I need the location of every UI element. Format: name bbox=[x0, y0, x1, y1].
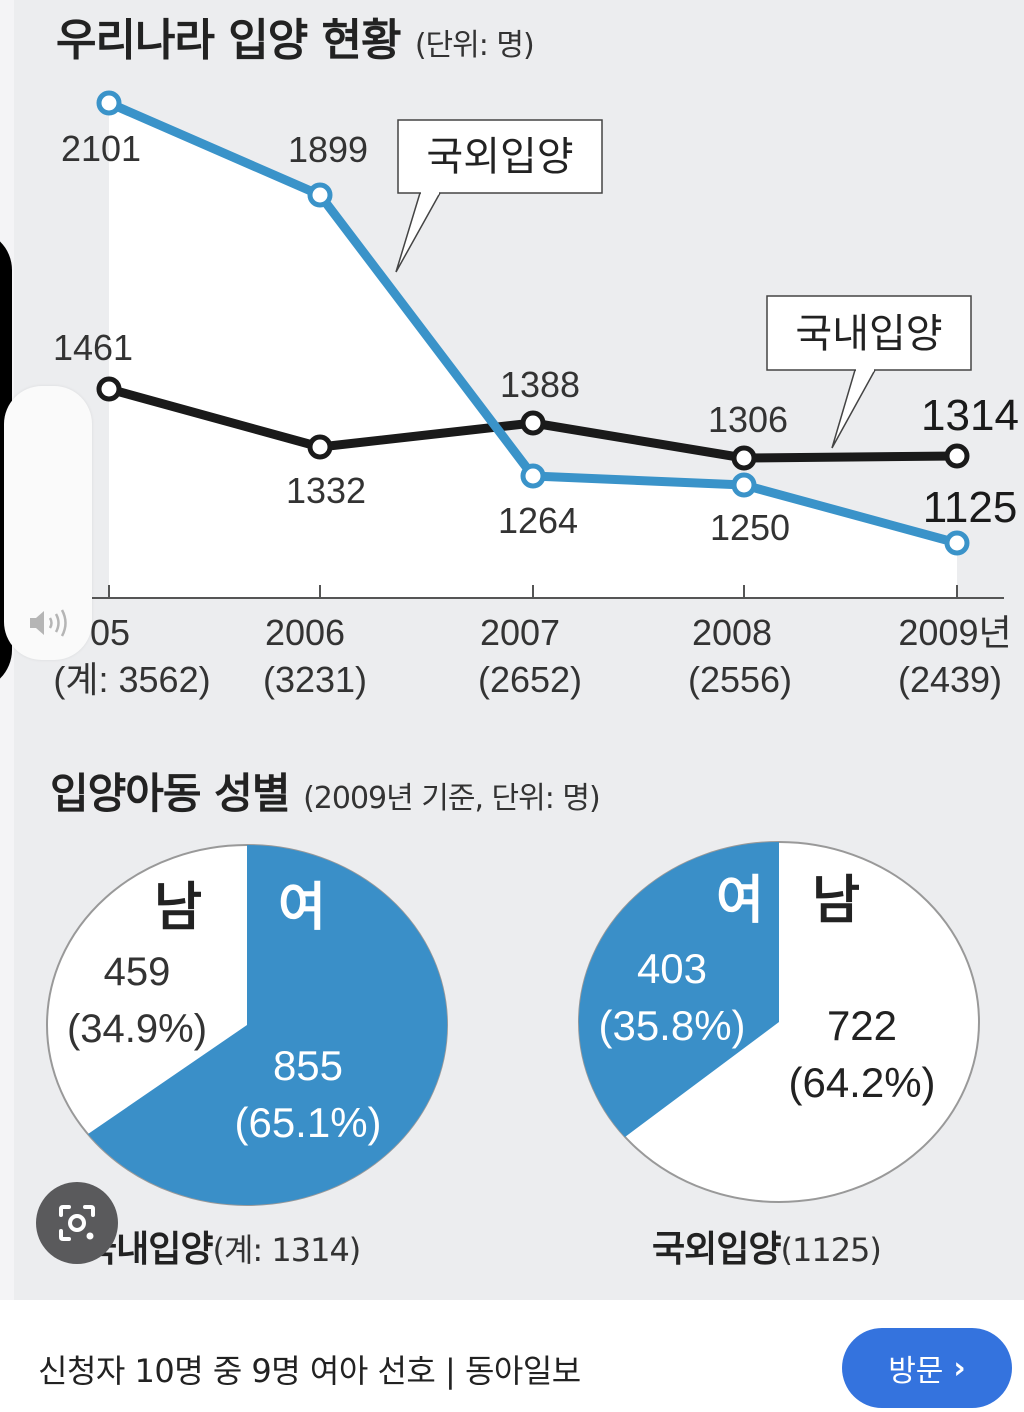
svg-text:(2556): (2556) bbox=[688, 659, 792, 700]
svg-text:1332: 1332 bbox=[286, 470, 366, 511]
chevron-right-icon: › bbox=[953, 1350, 966, 1386]
svg-text:여: 여 bbox=[278, 879, 326, 937]
svg-text:2101: 2101 bbox=[61, 128, 141, 169]
visit-button[interactable]: 방문 › bbox=[842, 1328, 1012, 1408]
svg-text:국내입양: 국내입양 bbox=[795, 312, 942, 356]
pie-overseas: 여 403 (35.8%) 남 722 (64.2%) bbox=[578, 841, 980, 1203]
svg-text:2007: 2007 bbox=[480, 612, 560, 653]
source-title-link[interactable]: 신청자 10명 중 9명 여아 선호 | 동아일보 bbox=[38, 1352, 581, 1390]
svg-text:1264: 1264 bbox=[498, 500, 578, 541]
x-axis-totals: (계: 3562) (3231) (2652) (2556) (2439) bbox=[53, 659, 1002, 700]
svg-text:(2652): (2652) bbox=[478, 659, 582, 700]
svg-text:1125: 1125 bbox=[923, 483, 1018, 532]
svg-text:459: 459 bbox=[104, 950, 171, 994]
pie-overseas-female-slice bbox=[578, 841, 779, 1137]
callout-overseas: 국외입양 bbox=[395, 119, 603, 273]
x-axis-labels: 05 2006 2007 2008 2009년 bbox=[90, 612, 1012, 653]
svg-text:05: 05 bbox=[90, 612, 130, 653]
title-text: 우리나라 입양 현황 bbox=[56, 15, 401, 66]
title-unit: (단위: 명) bbox=[414, 28, 535, 63]
svg-text:남: 남 bbox=[812, 872, 860, 930]
line-chart: 국외입양 국내입양 2101 1899 1264 1250 1125 1461 … bbox=[53, 90, 1019, 700]
svg-text:(35.8%): (35.8%) bbox=[598, 1002, 745, 1049]
callout-domestic: 국내입양 bbox=[766, 295, 972, 449]
pie-domestic-female-slice bbox=[88, 844, 448, 1205]
pie-title-unit: (2009년 기준, 단위: 명) bbox=[303, 781, 601, 816]
svg-text:(64.2%): (64.2%) bbox=[788, 1059, 935, 1106]
svg-text:(3231): (3231) bbox=[263, 659, 367, 700]
svg-text:(65.1%): (65.1%) bbox=[234, 1099, 381, 1146]
camera-lens-icon bbox=[59, 1205, 95, 1241]
caption-text: 국외입양 bbox=[652, 1229, 781, 1270]
pie-domestic-caption: 국내입양(계: 1314) bbox=[84, 1220, 361, 1272]
pie-title-text: 입양아동 성별 bbox=[50, 769, 290, 818]
svg-text:2009년: 2009년 bbox=[898, 612, 1011, 653]
domestic-markers bbox=[96, 376, 970, 471]
pie-section-title: 입양아동 성별 (2009년 기준, 단위: 명) bbox=[50, 760, 601, 821]
svg-text:1250: 1250 bbox=[710, 507, 790, 548]
svg-text:1899: 1899 bbox=[288, 129, 368, 170]
domestic-value-labels: 1461 1332 1388 1306 1314 bbox=[53, 327, 1019, 511]
pie-charts: 남 459 (34.9%) 여 855 (65.1%) 여 403 (35.8%… bbox=[46, 841, 980, 1206]
visit-label: 방문 bbox=[888, 1354, 944, 1389]
svg-text:2008: 2008 bbox=[692, 612, 772, 653]
overseas-value-labels: 2101 1899 1264 1250 1125 bbox=[61, 128, 1017, 548]
speaker-icon bbox=[30, 609, 67, 637]
svg-text:국외입양: 국외입양 bbox=[426, 135, 573, 179]
svg-text:(2439): (2439) bbox=[898, 659, 1002, 700]
svg-text:855: 855 bbox=[273, 1042, 343, 1089]
svg-text:(34.9%): (34.9%) bbox=[67, 1007, 207, 1051]
audio-control[interactable] bbox=[4, 386, 92, 660]
svg-text:1461: 1461 bbox=[53, 327, 133, 368]
image-search-button[interactable] bbox=[36, 1182, 118, 1264]
svg-text:403: 403 bbox=[637, 945, 707, 992]
pie-overseas-caption: 국외입양(1125) bbox=[652, 1220, 882, 1272]
svg-text:1388: 1388 bbox=[500, 364, 580, 405]
line-chart-title: 우리나라 입양 현황 (단위: 명) bbox=[56, 4, 535, 68]
svg-text:여: 여 bbox=[716, 872, 764, 930]
x-ticks bbox=[108, 585, 958, 598]
overseas-markers bbox=[96, 90, 970, 556]
svg-text:2006: 2006 bbox=[265, 612, 345, 653]
svg-text:1306: 1306 bbox=[708, 399, 788, 440]
caption-unit: (1125) bbox=[780, 1231, 881, 1269]
pie-domestic: 남 459 (34.9%) 여 855 (65.1%) bbox=[46, 844, 448, 1206]
svg-text:남: 남 bbox=[154, 879, 202, 937]
svg-text:1314: 1314 bbox=[921, 391, 1019, 440]
caption-unit: (계: 1314) bbox=[212, 1231, 361, 1269]
overseas-area-fill bbox=[109, 103, 957, 598]
svg-text:722: 722 bbox=[827, 1002, 897, 1049]
svg-text:(계: 3562): (계: 3562) bbox=[53, 659, 210, 700]
